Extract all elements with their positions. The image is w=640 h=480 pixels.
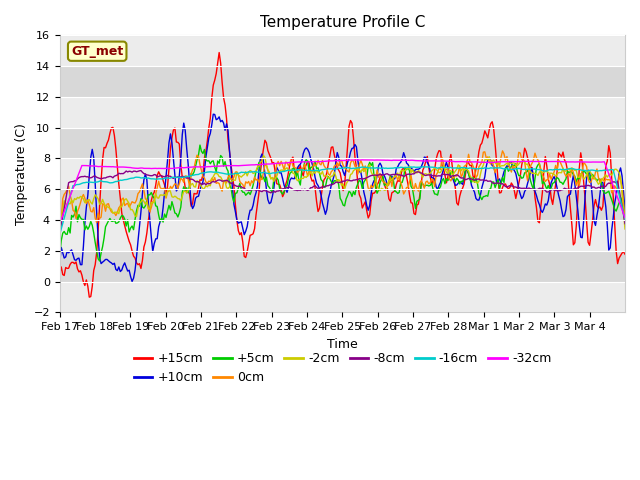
Y-axis label: Temperature (C): Temperature (C) [15, 123, 28, 225]
+10cm [621, 206, 629, 212]
+15cm [621, 252, 629, 257]
+10cm [128, 278, 136, 284]
+15cm [75, 269, 83, 275]
-8cm [545, 189, 552, 195]
+10cm [546, 188, 554, 193]
+5cm [620, 202, 627, 208]
-16cm [460, 165, 468, 170]
-8cm [75, 175, 83, 180]
X-axis label: Time: Time [327, 337, 358, 351]
-32cm [618, 207, 626, 213]
0cm [545, 177, 552, 182]
0cm [459, 171, 467, 177]
Legend: +15cm, +10cm, +5cm, 0cm, -2cm, -8cm, -16cm, -32cm: +15cm, +10cm, +5cm, 0cm, -2cm, -8cm, -16… [129, 347, 556, 389]
+15cm [462, 170, 470, 176]
Line: -32cm: -32cm [60, 160, 625, 223]
Line: 0cm: 0cm [60, 151, 625, 236]
Line: +10cm: +10cm [60, 114, 625, 281]
-2cm [93, 194, 100, 200]
Line: -2cm: -2cm [60, 156, 625, 230]
-2cm [618, 191, 626, 196]
Line: +15cm: +15cm [60, 52, 625, 297]
Bar [60, 282, 625, 312]
0cm [621, 220, 629, 226]
-2cm [460, 168, 468, 173]
+10cm [349, 145, 357, 151]
Bar [60, 158, 625, 189]
-16cm [545, 167, 552, 173]
0cm [347, 160, 355, 166]
-8cm [93, 174, 100, 180]
+5cm [462, 166, 470, 171]
+5cm [349, 189, 357, 194]
+10cm [209, 111, 217, 117]
-16cm [56, 231, 63, 237]
0cm [75, 205, 83, 211]
Bar [60, 189, 625, 220]
-8cm [460, 176, 468, 182]
+15cm [546, 182, 554, 188]
+15cm [94, 227, 102, 233]
Bar [60, 36, 625, 66]
+5cm [56, 252, 63, 258]
Bar [60, 66, 625, 97]
-32cm [347, 157, 355, 163]
+5cm [96, 258, 104, 264]
Line: -16cm: -16cm [60, 167, 625, 234]
Text: GT_met: GT_met [71, 45, 124, 58]
+15cm [86, 294, 93, 300]
-2cm [260, 153, 268, 158]
+10cm [56, 259, 63, 265]
Title: Temperature Profile C: Temperature Profile C [260, 15, 425, 30]
+10cm [75, 255, 83, 261]
-2cm [545, 170, 552, 176]
0cm [56, 233, 63, 239]
+5cm [621, 223, 629, 228]
-2cm [621, 226, 629, 232]
0cm [499, 148, 506, 154]
+15cm [349, 135, 357, 141]
-16cm [347, 166, 355, 171]
+10cm [620, 190, 627, 195]
-16cm [419, 164, 427, 169]
-32cm [358, 157, 366, 163]
-8cm [137, 168, 145, 173]
-16cm [75, 181, 83, 187]
Line: +5cm: +5cm [60, 145, 625, 261]
+15cm [56, 271, 63, 276]
-2cm [348, 171, 356, 177]
+10cm [462, 166, 470, 172]
-32cm [93, 163, 100, 169]
Bar [60, 128, 625, 158]
-32cm [75, 170, 83, 176]
+5cm [75, 212, 83, 217]
-8cm [621, 221, 629, 227]
Bar [60, 251, 625, 282]
-32cm [545, 159, 552, 165]
-8cm [348, 178, 356, 184]
-8cm [56, 229, 63, 235]
+15cm [215, 49, 223, 55]
-2cm [56, 227, 63, 233]
Line: -8cm: -8cm [60, 170, 625, 232]
+5cm [546, 187, 554, 193]
+5cm [196, 142, 204, 148]
-32cm [56, 220, 63, 226]
+10cm [93, 210, 100, 216]
-16cm [621, 216, 629, 222]
-8cm [618, 203, 626, 208]
Bar [60, 220, 625, 251]
+15cm [620, 249, 627, 255]
-16cm [93, 179, 100, 185]
0cm [618, 184, 626, 190]
-32cm [460, 159, 468, 165]
-16cm [618, 204, 626, 210]
0cm [93, 220, 100, 226]
-32cm [621, 215, 629, 220]
+5cm [93, 248, 100, 254]
Bar [60, 97, 625, 128]
-2cm [75, 195, 83, 201]
